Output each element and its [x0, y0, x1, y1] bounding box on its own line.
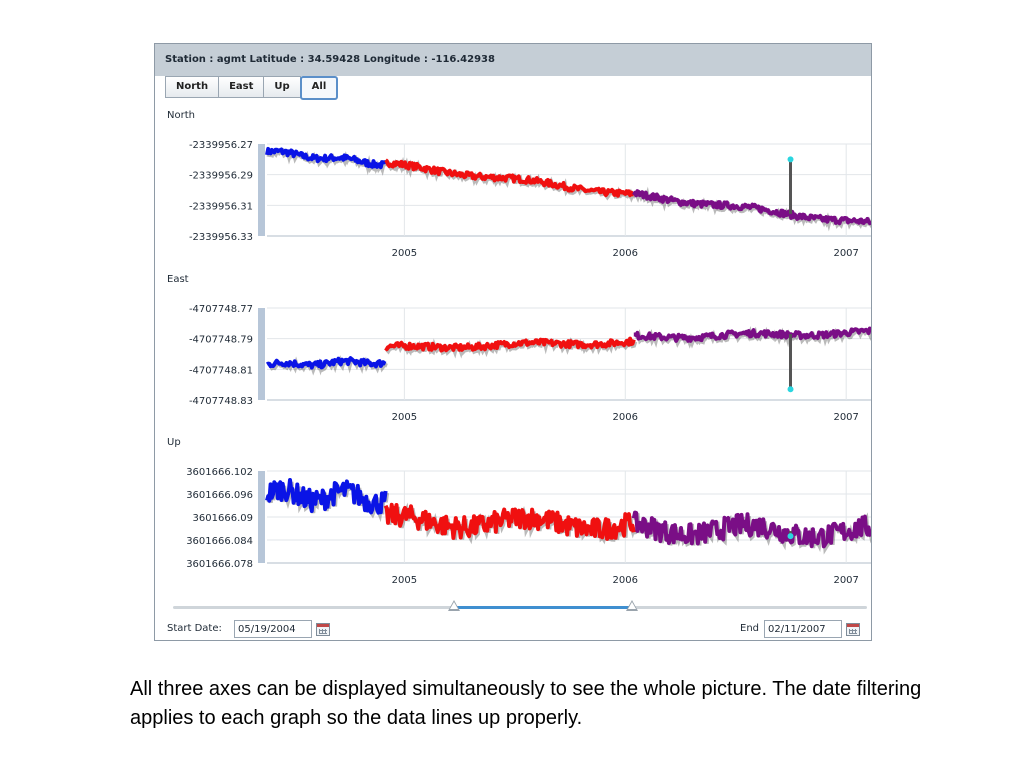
y-tick-label: -4707748.77	[189, 304, 253, 315]
series-line	[265, 478, 388, 515]
station-viewer-panel: Station : agmt Latitude : 34.59428 Longi…	[154, 43, 872, 641]
y-axis-bar	[258, 308, 265, 400]
north-chart: -2339956.27 -2339956.29 -2339956.31 -233995…	[189, 140, 871, 259]
y-tick-label: -2339956.31	[189, 201, 253, 212]
end-date-field: End 02/11/2007	[740, 620, 865, 640]
x-tick-label: 2006	[613, 575, 638, 586]
tab-east[interactable]: East	[218, 76, 265, 98]
outlier-point	[787, 156, 794, 163]
series-line	[265, 356, 387, 370]
y-tick-label: 3601666.084	[186, 536, 253, 547]
y-tick-label: -4707748.79	[189, 335, 253, 346]
end-date-input[interactable]: 02/11/2007	[764, 620, 842, 638]
start-date-label: Start Date:	[167, 623, 222, 634]
start-date-input[interactable]: 05/19/2004	[234, 620, 312, 638]
north-chart-label: North	[167, 110, 195, 121]
date-range-slider[interactable]	[173, 600, 867, 615]
y-tick-label: -2339956.29	[189, 171, 253, 182]
y-tick-label: -2339956.33	[189, 232, 253, 243]
x-tick-label: 2005	[392, 412, 417, 423]
y-tick-label: -4707748.83	[189, 396, 253, 407]
outlier-point	[787, 386, 794, 393]
series-line	[384, 336, 636, 353]
y-tick-label: 3601666.078	[186, 559, 253, 570]
tab-all[interactable]: All	[299, 76, 339, 100]
up-chart: 3601666.102 3601666.096 3601666.09 3601666.…	[186, 467, 871, 586]
y-tick-label: 3601666.102	[186, 467, 253, 478]
start-date-field: Start Date: 05/19/2004	[167, 620, 337, 640]
y-tick-label: 3601666.09	[193, 513, 253, 524]
series-line	[633, 326, 871, 343]
slider-selected-range	[454, 606, 633, 609]
y-tick-label: 3601666.096	[186, 490, 253, 501]
x-tick-label: 2006	[613, 412, 638, 423]
y-axis-bar	[258, 471, 265, 563]
end-date-calendar-icon[interactable]	[846, 623, 860, 636]
series-line	[383, 502, 636, 541]
x-tick-label: 2007	[833, 575, 858, 586]
series-line	[384, 158, 635, 198]
x-tick-label: 2007	[833, 412, 858, 423]
tab-north[interactable]: North	[165, 76, 220, 98]
station-title-bar: Station : agmt Latitude : 34.59428 Longi…	[155, 44, 871, 76]
y-axis-bar	[258, 144, 265, 236]
y-tick-label: -4707748.81	[189, 365, 253, 376]
start-date-calendar-icon[interactable]	[316, 623, 330, 636]
series-line	[632, 189, 871, 226]
slider-end-handle[interactable]	[626, 600, 639, 611]
station-header: Station : agmt Latitude : 34.59428 Longi…	[165, 54, 495, 65]
end-date-label: End	[740, 623, 760, 634]
east-chart-label: East	[167, 274, 189, 285]
slide-caption: All three axes can be displayed simultan…	[130, 678, 922, 729]
component-tabs: North East Up All	[165, 76, 339, 100]
tab-up[interactable]: Up	[263, 76, 301, 98]
x-tick-label: 2005	[392, 575, 417, 586]
east-chart: -4707748.77 -4707748.79 -4707748.81 -470774…	[189, 304, 871, 423]
y-tick-label: -2339956.27	[189, 140, 253, 151]
x-tick-label: 2006	[613, 248, 638, 259]
up-chart-label: Up	[167, 437, 181, 448]
outlier-point	[787, 533, 794, 540]
series-line	[631, 510, 871, 549]
x-tick-label: 2005	[392, 248, 417, 259]
slider-start-handle[interactable]	[448, 600, 461, 611]
series-line	[265, 146, 387, 170]
x-tick-label: 2007	[833, 248, 858, 259]
